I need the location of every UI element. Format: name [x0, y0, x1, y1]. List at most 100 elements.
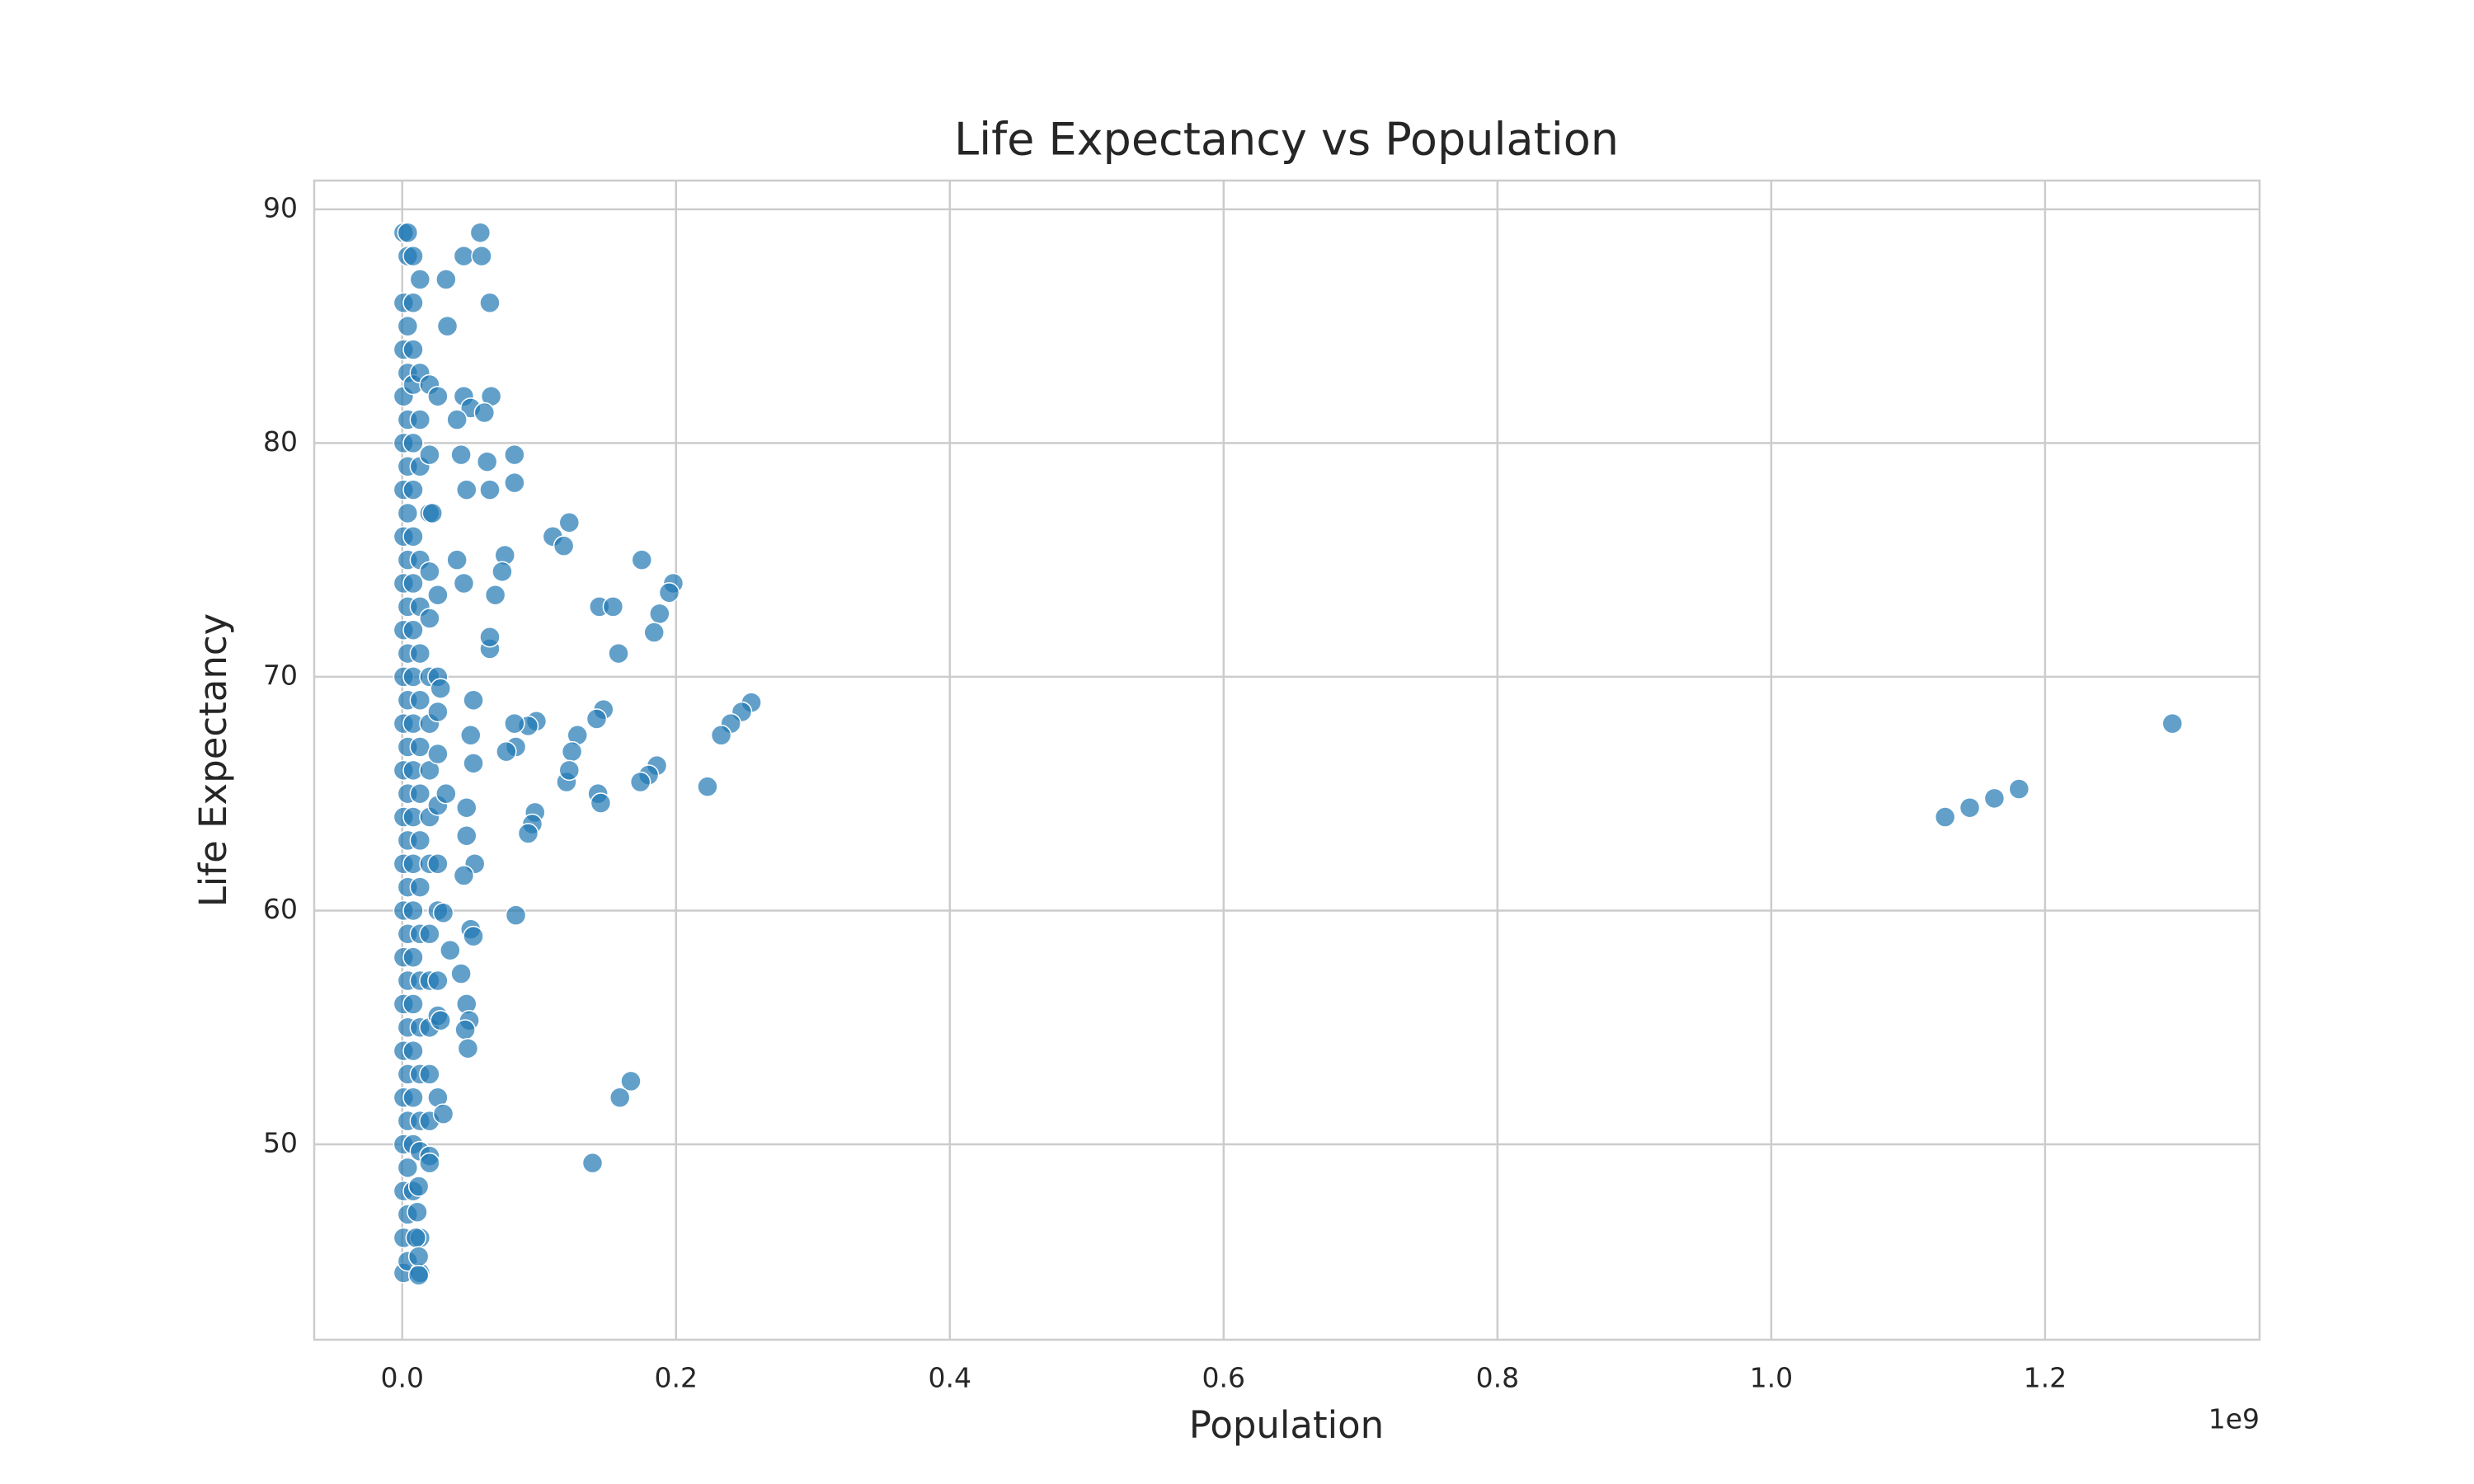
x-tick-label: 1.2 [2024, 1362, 2067, 1394]
point [409, 409, 431, 430]
point [397, 315, 419, 337]
points [393, 222, 2184, 1286]
point [421, 502, 444, 524]
point [397, 222, 419, 243]
point [409, 782, 431, 805]
x-tick-label: 0.0 [381, 1362, 424, 1394]
x-tick-label: 1.0 [1750, 1362, 1793, 1394]
point [643, 622, 665, 643]
point [402, 946, 424, 968]
point [402, 526, 424, 547]
point [504, 472, 525, 494]
point [602, 596, 624, 618]
y-tick-label: 90 [263, 191, 298, 223]
point [402, 619, 424, 641]
chart-title: Life Expectancy vs Population [954, 114, 1619, 166]
point [409, 642, 431, 665]
point [469, 222, 492, 243]
point [453, 245, 475, 267]
point [440, 939, 461, 961]
y-tick-label: 50 [263, 1126, 298, 1158]
x-tick-label: 0.6 [1202, 1362, 1245, 1394]
point [456, 824, 477, 847]
point [430, 1009, 451, 1031]
point [432, 902, 454, 924]
point [397, 1157, 419, 1179]
point [427, 743, 449, 765]
point [402, 339, 424, 360]
point [402, 245, 424, 267]
point [402, 1040, 424, 1062]
point [629, 771, 651, 793]
point [435, 269, 457, 290]
point [710, 725, 732, 746]
point [658, 582, 680, 603]
point [402, 479, 424, 500]
point [419, 608, 440, 629]
point [407, 1176, 430, 1197]
x-tick-label: 0.8 [1476, 1362, 1519, 1394]
x-offset-label: 1e9 [2208, 1403, 2260, 1435]
point [407, 1246, 430, 1267]
point [608, 642, 629, 665]
point [446, 549, 468, 571]
point [590, 792, 612, 814]
point [476, 451, 498, 472]
point [453, 572, 475, 594]
point [419, 561, 440, 583]
y-axis-label: Life Expectancy [191, 613, 235, 908]
point [558, 759, 581, 782]
point [581, 1152, 604, 1174]
point [427, 852, 449, 875]
point [561, 740, 583, 763]
point [405, 1227, 427, 1249]
point [435, 782, 457, 805]
point [402, 292, 424, 314]
point [649, 603, 670, 625]
point [456, 796, 477, 819]
point [479, 626, 501, 648]
point [504, 444, 525, 466]
x-axis-label: Population [1189, 1403, 1384, 1447]
point [446, 409, 468, 430]
point [504, 712, 525, 735]
point [459, 725, 482, 746]
point [430, 678, 451, 699]
point [620, 1070, 642, 1092]
point [471, 245, 492, 267]
point [450, 963, 472, 984]
y-tick-label: 60 [263, 893, 298, 925]
point [463, 925, 484, 947]
point [407, 1201, 428, 1223]
point [456, 479, 477, 500]
x-tick-label: 0.4 [929, 1362, 971, 1394]
point [697, 776, 718, 797]
point [505, 904, 527, 926]
y-tick-label: 70 [263, 659, 298, 691]
point [453, 865, 475, 886]
point [419, 923, 440, 945]
point [409, 736, 431, 758]
point [463, 753, 484, 774]
point [479, 292, 501, 314]
point [409, 269, 431, 290]
point [609, 1087, 631, 1109]
point [436, 315, 459, 337]
point [473, 402, 496, 424]
point [1983, 787, 2006, 810]
point [1934, 806, 1956, 828]
point [496, 740, 517, 763]
point [419, 444, 440, 466]
point [409, 689, 431, 711]
point [427, 385, 449, 407]
point [409, 876, 431, 898]
point [419, 1064, 440, 1085]
point [419, 1152, 440, 1174]
point [427, 970, 449, 992]
point [407, 1264, 430, 1286]
point [402, 432, 424, 454]
point [586, 708, 608, 730]
point [517, 823, 539, 844]
